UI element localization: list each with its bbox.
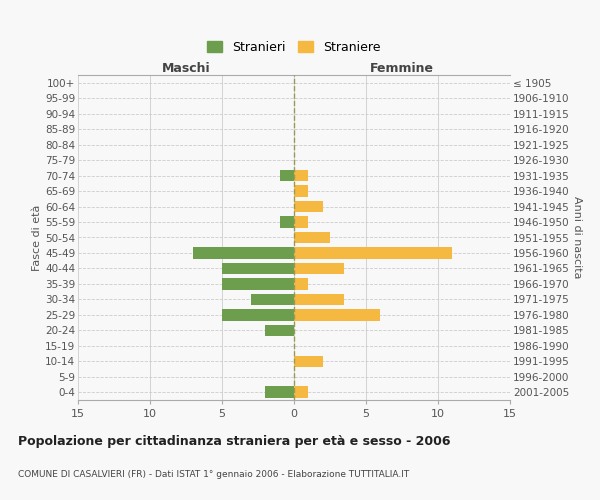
Text: COMUNE DI CASALVIERI (FR) - Dati ISTAT 1° gennaio 2006 - Elaborazione TUTTITALIA: COMUNE DI CASALVIERI (FR) - Dati ISTAT 1…	[18, 470, 409, 479]
Text: Maschi: Maschi	[161, 62, 211, 75]
Bar	[294, 309, 380, 320]
Bar	[294, 262, 344, 274]
Bar	[294, 356, 323, 367]
Y-axis label: Anni di nascita: Anni di nascita	[572, 196, 583, 279]
Bar	[265, 386, 294, 398]
Bar	[265, 324, 294, 336]
Legend: Stranieri, Straniere: Stranieri, Straniere	[202, 36, 386, 59]
Bar	[294, 216, 308, 228]
Bar	[294, 186, 308, 197]
Bar	[294, 200, 323, 212]
Bar	[294, 294, 344, 305]
Bar	[222, 278, 294, 289]
Text: Femmine: Femmine	[370, 62, 434, 75]
Bar	[294, 386, 308, 398]
Bar	[294, 247, 452, 259]
Bar	[280, 170, 294, 181]
Bar	[280, 216, 294, 228]
Y-axis label: Fasce di età: Fasce di età	[32, 204, 42, 270]
Bar	[193, 247, 294, 259]
Text: Popolazione per cittadinanza straniera per età e sesso - 2006: Popolazione per cittadinanza straniera p…	[18, 435, 451, 448]
Bar	[294, 170, 308, 181]
Bar	[294, 278, 308, 289]
Bar	[294, 232, 330, 243]
Bar	[222, 262, 294, 274]
Bar	[251, 294, 294, 305]
Bar	[222, 309, 294, 320]
